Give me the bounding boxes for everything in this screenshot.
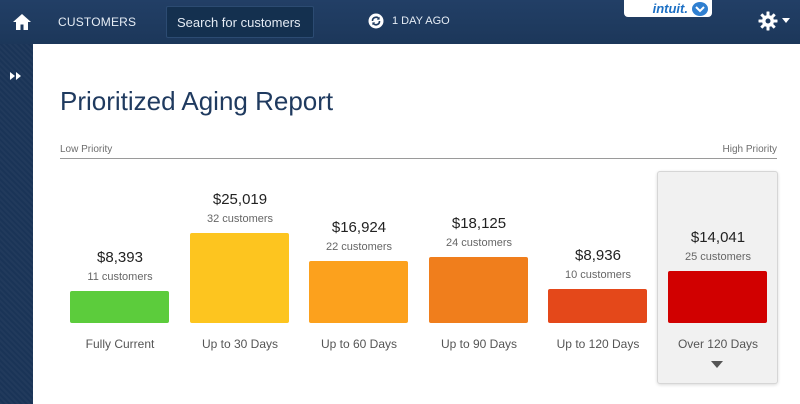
- double-chevron-right-icon: [10, 72, 21, 80]
- priority-divider: [60, 158, 777, 159]
- caret-down-icon[interactable]: [711, 361, 723, 369]
- gear-icon: [758, 11, 778, 31]
- left-rail: [0, 44, 33, 404]
- expand-sidebar-button[interactable]: [5, 68, 27, 84]
- search-input[interactable]: [166, 6, 314, 38]
- nav-customers-link[interactable]: CUSTOMERS: [58, 15, 137, 29]
- bucket-bar[interactable]: [309, 261, 408, 323]
- top-nav-bar: CUSTOMERS 1 DAY AGO intuit.: [0, 0, 800, 44]
- bucket-label[interactable]: Up to 90 Days: [440, 337, 518, 351]
- intuit-logo: intuit.: [652, 1, 688, 16]
- bucket-bar[interactable]: [668, 271, 767, 323]
- home-icon: [13, 14, 31, 30]
- bucket-bar[interactable]: [190, 233, 289, 323]
- bucket-amount: $16,924: [331, 219, 387, 236]
- bucket-label[interactable]: Fully Current: [85, 337, 155, 351]
- home-button[interactable]: [0, 0, 44, 44]
- sync-status[interactable]: 1 DAY AGO: [368, 13, 450, 29]
- bucket-label[interactable]: Up to 120 Days: [556, 337, 640, 351]
- bucket-bar[interactable]: [429, 257, 528, 323]
- bucket-bar[interactable]: [548, 289, 647, 323]
- page-title: Prioritized Aging Report: [60, 86, 334, 116]
- refresh-icon: [368, 13, 384, 29]
- bucket-label[interactable]: Up to 60 Days: [320, 337, 398, 351]
- caret-down-icon: [782, 18, 790, 23]
- settings-menu[interactable]: [758, 11, 790, 31]
- bucket-customer-count: 22 customers: [325, 241, 393, 253]
- bucket-label[interactable]: Over 120 Days: [677, 337, 759, 351]
- low-priority-label: Low Priority: [60, 144, 113, 155]
- last-sync-text: 1 DAY AGO: [392, 15, 450, 27]
- bucket-amount: $18,125: [451, 215, 507, 232]
- bucket-amount: $8,936: [575, 247, 621, 264]
- bucket-customer-count: 32 customers: [206, 213, 274, 225]
- bucket-bar[interactable]: [70, 291, 169, 323]
- bucket-amount: $25,019: [212, 191, 268, 208]
- bucket-amount: $8,393: [97, 249, 143, 266]
- bucket-label[interactable]: Up to 30 Days: [201, 337, 279, 351]
- bucket-customer-count: 25 customers: [684, 251, 752, 263]
- bucket-amount: $14,041: [690, 229, 746, 246]
- chevron-down-icon[interactable]: [692, 1, 708, 16]
- bucket-customer-count: 11 customers: [87, 271, 153, 283]
- bucket-customer-count: 24 customers: [445, 237, 513, 249]
- bucket-customer-count: 10 customers: [564, 269, 632, 281]
- high-priority-label: High Priority: [722, 144, 777, 155]
- intuit-brand-menu[interactable]: intuit.: [624, 0, 712, 17]
